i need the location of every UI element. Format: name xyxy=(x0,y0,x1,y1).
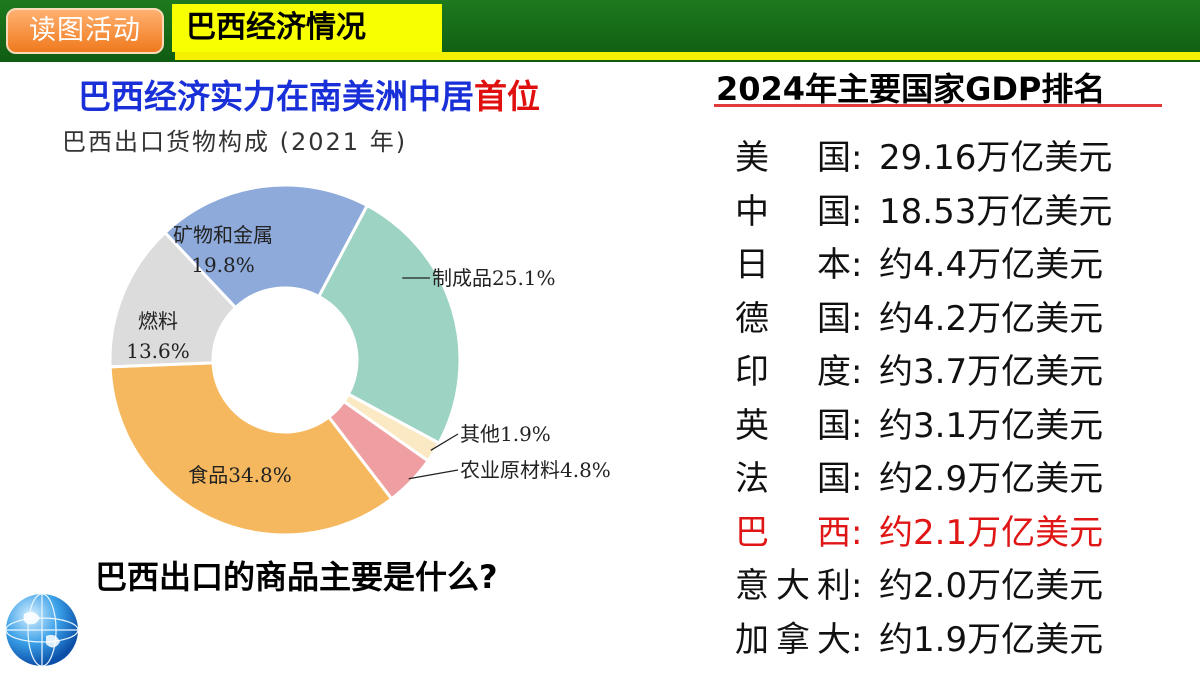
ranking-value: 约2.9万亿美元 xyxy=(879,459,1104,499)
slice-label-食品: 食品34.8% xyxy=(188,463,292,487)
ranking-value: 约1.9万亿美元 xyxy=(879,619,1104,660)
slice-label-矿物和金属-line1: 19.8% xyxy=(191,253,255,277)
ranking-row: 美国:29.16万亿美元 xyxy=(735,132,1112,186)
headline-highlight: 首位 xyxy=(474,77,540,116)
slice-label-制成品: 制成品25.1% xyxy=(432,266,556,290)
globe-icon xyxy=(5,593,79,667)
headline: 巴西经济实力在南美洲中居首位 xyxy=(78,70,540,118)
ranking-colon: : xyxy=(851,459,863,499)
leader-line-2 xyxy=(408,469,459,480)
section-title: 巴西经济情况 xyxy=(172,4,442,52)
ranking-colon: : xyxy=(851,405,863,446)
ranking-country: 巴西 xyxy=(735,512,851,553)
ranking-list: 美国:29.16万亿美元中国:18.53万亿美元日本: 约4.4万亿美元德国: 约4… xyxy=(735,132,1112,667)
donut-slice-5 xyxy=(162,183,370,310)
ranking-value: 约4.4万亿美元 xyxy=(879,245,1104,285)
ranking-country: 日本 xyxy=(735,245,851,285)
chart-title: 巴西出口货物构成 (2021 年) xyxy=(62,128,408,156)
ranking-row: 德国: 约4.2万亿美元 xyxy=(735,293,1112,347)
donut-slice-4 xyxy=(108,230,238,369)
ranking-country: 加拿大 xyxy=(735,619,851,660)
ranking-row: 印度: 约3.7万亿美元 xyxy=(735,346,1112,400)
ranking-value: 约2.1万亿美元 xyxy=(879,512,1104,553)
ranking-title-underline xyxy=(714,104,1162,107)
slice-label-矿物和金属-line0: 矿物和金属 xyxy=(173,223,273,247)
ranking-row: 日本: 约4.4万亿美元 xyxy=(735,239,1112,293)
ranking-row: 法国: 约2.9万亿美元 xyxy=(735,453,1112,507)
ranking-value: 29.16万亿美元 xyxy=(879,138,1113,178)
ranking-row: 意大利: 约2.0万亿美元 xyxy=(735,560,1112,614)
ranking-colon: : xyxy=(851,191,863,232)
ranking-value: 约4.2万亿美元 xyxy=(879,298,1104,339)
slice-label-农业原材料: 农业原材料4.8% xyxy=(460,458,611,482)
ranking-colon: : xyxy=(851,138,863,178)
ranking-country: 法国 xyxy=(735,459,851,499)
ranking-colon: : xyxy=(851,298,863,339)
ranking-value: 18.53万亿美元 xyxy=(879,191,1113,232)
ranking-colon: : xyxy=(851,566,863,606)
ranking-row: 中国:18.53万亿美元 xyxy=(735,186,1112,240)
activity-tag: 读图活动 xyxy=(6,8,164,54)
slice-label-燃料-line1: 13.6% xyxy=(126,339,190,363)
ranking-row: 巴西: 约2.1万亿美元 xyxy=(735,507,1112,561)
ranking-country: 德国 xyxy=(735,298,851,339)
export-composition-donut-chart: 制成品25.1% 其他1.9% 农业原材料4.8% 食品34.8% 燃料 13.6% 矿物和… xyxy=(108,183,611,537)
ranking-value: 约2.0万亿美元 xyxy=(879,566,1104,606)
ranking-country: 英国 xyxy=(735,405,851,446)
ranking-colon: : xyxy=(851,245,863,285)
ranking-title: 2024年主要国家GDP排名 xyxy=(716,70,1106,108)
donut-slice-3 xyxy=(108,361,394,537)
ranking-value: 约3.7万亿美元 xyxy=(879,352,1104,392)
ranking-country: 意大利 xyxy=(735,566,851,606)
ranking-row: 加拿大: 约1.9万亿美元 xyxy=(735,614,1112,668)
leader-line-1 xyxy=(430,433,459,451)
slice-label-燃料-line0: 燃料 xyxy=(138,309,178,333)
ranking-country: 美国 xyxy=(735,138,851,178)
headline-main: 巴西经济实力在南美洲中居 xyxy=(78,77,474,116)
ranking-colon: : xyxy=(851,352,863,392)
ranking-row: 英国: 约3.1万亿美元 xyxy=(735,400,1112,454)
ranking-colon: : xyxy=(851,512,863,553)
ranking-country: 印度 xyxy=(735,352,851,392)
slice-label-其他: 其他1.9% xyxy=(460,422,551,446)
top-bar-accent-line xyxy=(175,52,1200,60)
ranking-value: 约3.1万亿美元 xyxy=(879,405,1104,446)
donut-slice-0 xyxy=(316,203,462,446)
ranking-country: 中国 xyxy=(735,191,851,232)
ranking-colon: : xyxy=(851,619,863,660)
question-text: 巴西出口的商品主要是什么? xyxy=(95,558,498,596)
